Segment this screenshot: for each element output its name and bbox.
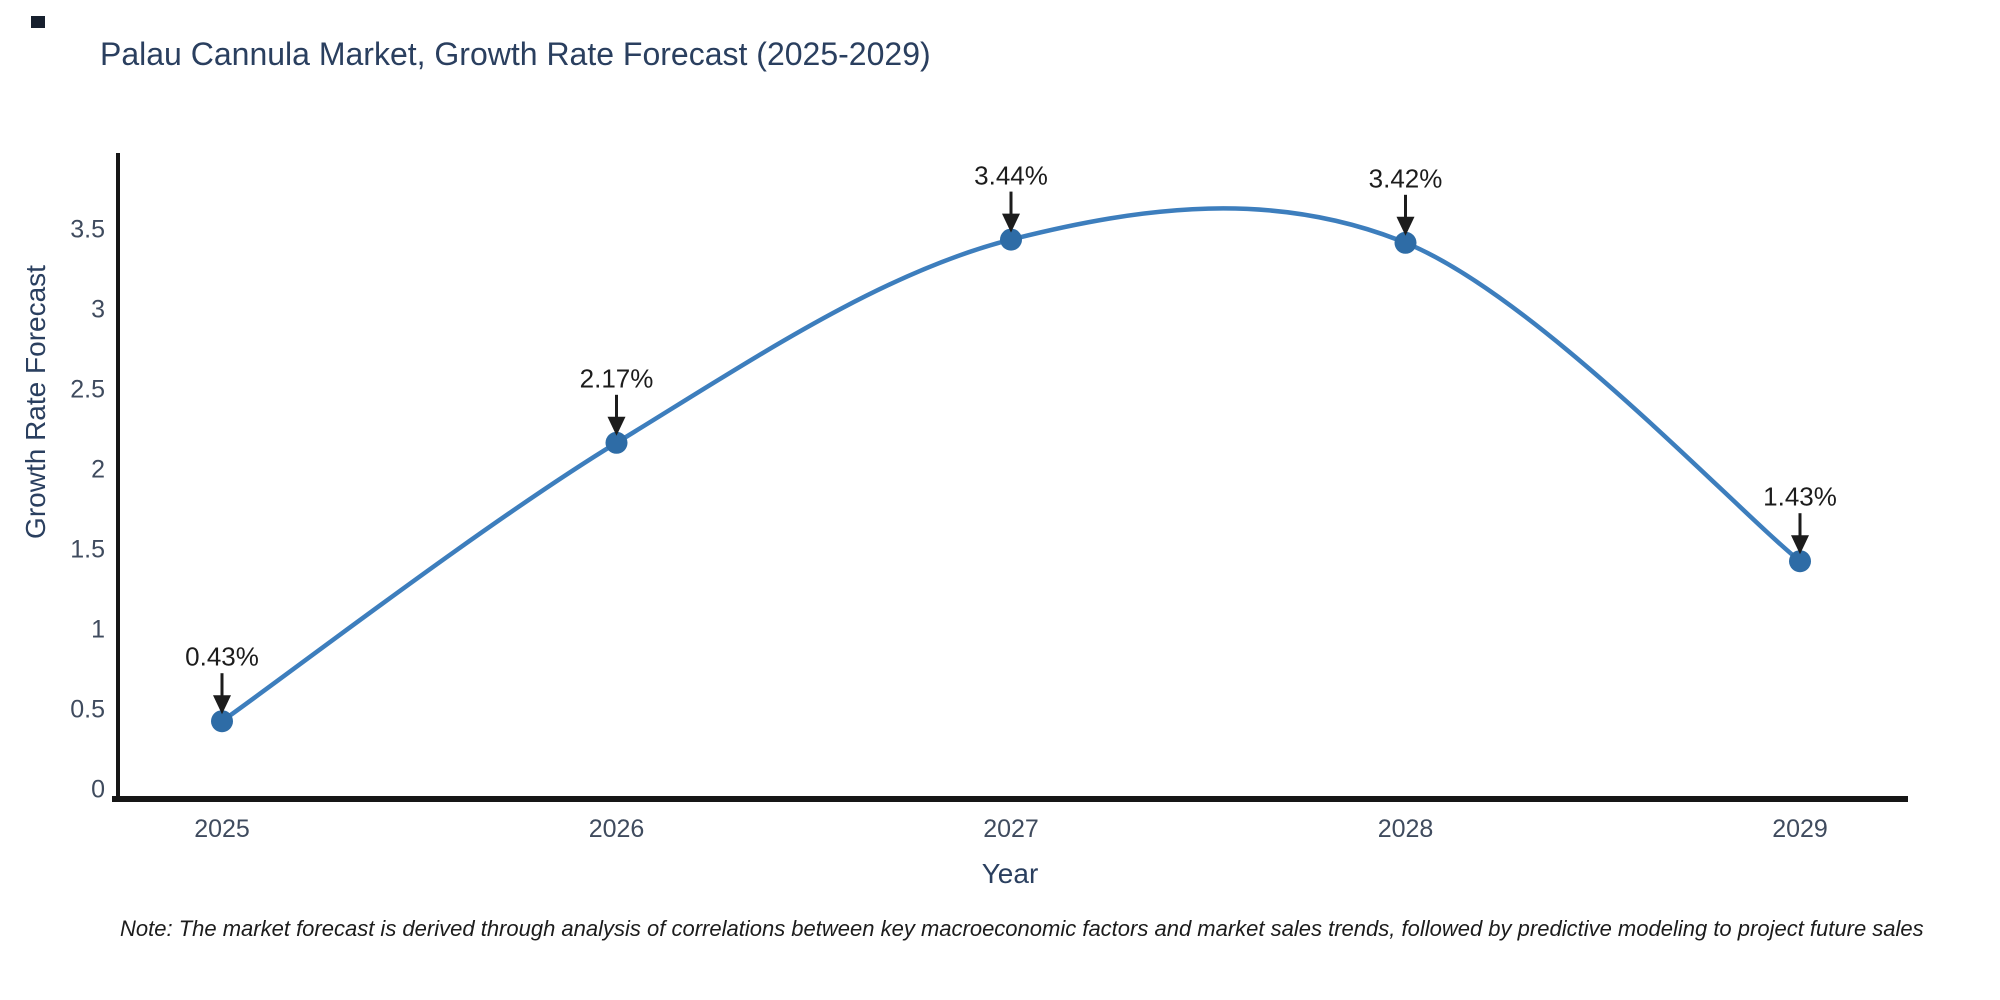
annotation-arrow-head bbox=[213, 695, 231, 715]
y-tick-label: 2 bbox=[91, 455, 105, 484]
annotation-arrow-head bbox=[1002, 213, 1020, 233]
y-tick-label: 0 bbox=[91, 775, 105, 804]
data-point-marker bbox=[1789, 550, 1811, 573]
y-tick-label: 0.5 bbox=[70, 695, 105, 724]
x-tick-label: 2029 bbox=[1772, 815, 1828, 843]
data-point-label: 1.43% bbox=[1763, 481, 1837, 512]
data-point-marker bbox=[1394, 231, 1417, 254]
data-point-label: 3.44% bbox=[974, 160, 1048, 191]
y-axis-line bbox=[116, 153, 120, 802]
y-tick-label: 2.5 bbox=[70, 375, 105, 404]
chart-title: Palau Cannula Market, Growth Rate Foreca… bbox=[100, 36, 931, 72]
data-point-marker bbox=[211, 710, 233, 733]
x-tick-label: 2026 bbox=[588, 815, 645, 843]
data-point-marker bbox=[605, 431, 628, 454]
y-tick-label: 1.5 bbox=[70, 535, 105, 564]
annotation-arrow-head bbox=[1791, 535, 1809, 555]
data-point-label: 3.42% bbox=[1368, 163, 1443, 194]
x-tick-label: 2028 bbox=[1377, 815, 1434, 843]
footnote: Note: The market forecast is derived thr… bbox=[120, 916, 1924, 941]
x-tick-label: 2027 bbox=[983, 815, 1039, 843]
annotation-arrow-head bbox=[1396, 216, 1415, 236]
trend-line bbox=[219, 206, 1803, 724]
y-tick-label: 3 bbox=[91, 295, 105, 324]
y-tick-label: 1 bbox=[91, 615, 105, 644]
data-point-marker bbox=[1000, 228, 1022, 251]
x-axis-line bbox=[112, 796, 1908, 802]
data-point-label: 2.17% bbox=[579, 363, 654, 394]
annotation-arrow-head bbox=[607, 416, 626, 436]
data-point-label: 0.43% bbox=[185, 641, 259, 672]
x-axis-title: Year bbox=[981, 858, 1039, 889]
corner-mark bbox=[31, 16, 45, 28]
y-tick-label: 3.5 bbox=[70, 215, 105, 244]
x-tick-label: 2025 bbox=[194, 815, 250, 843]
